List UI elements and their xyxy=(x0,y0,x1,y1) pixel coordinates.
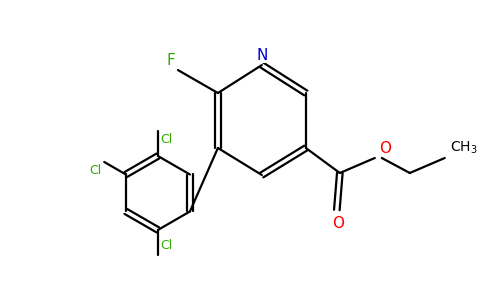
Text: Cl: Cl xyxy=(160,133,172,146)
Text: O: O xyxy=(332,216,344,231)
Text: Cl: Cl xyxy=(89,164,101,177)
Text: N: N xyxy=(256,48,268,63)
Text: O: O xyxy=(379,141,391,156)
Text: Cl: Cl xyxy=(160,239,172,252)
Text: F: F xyxy=(166,53,175,68)
Text: CH$_3$: CH$_3$ xyxy=(450,140,477,156)
